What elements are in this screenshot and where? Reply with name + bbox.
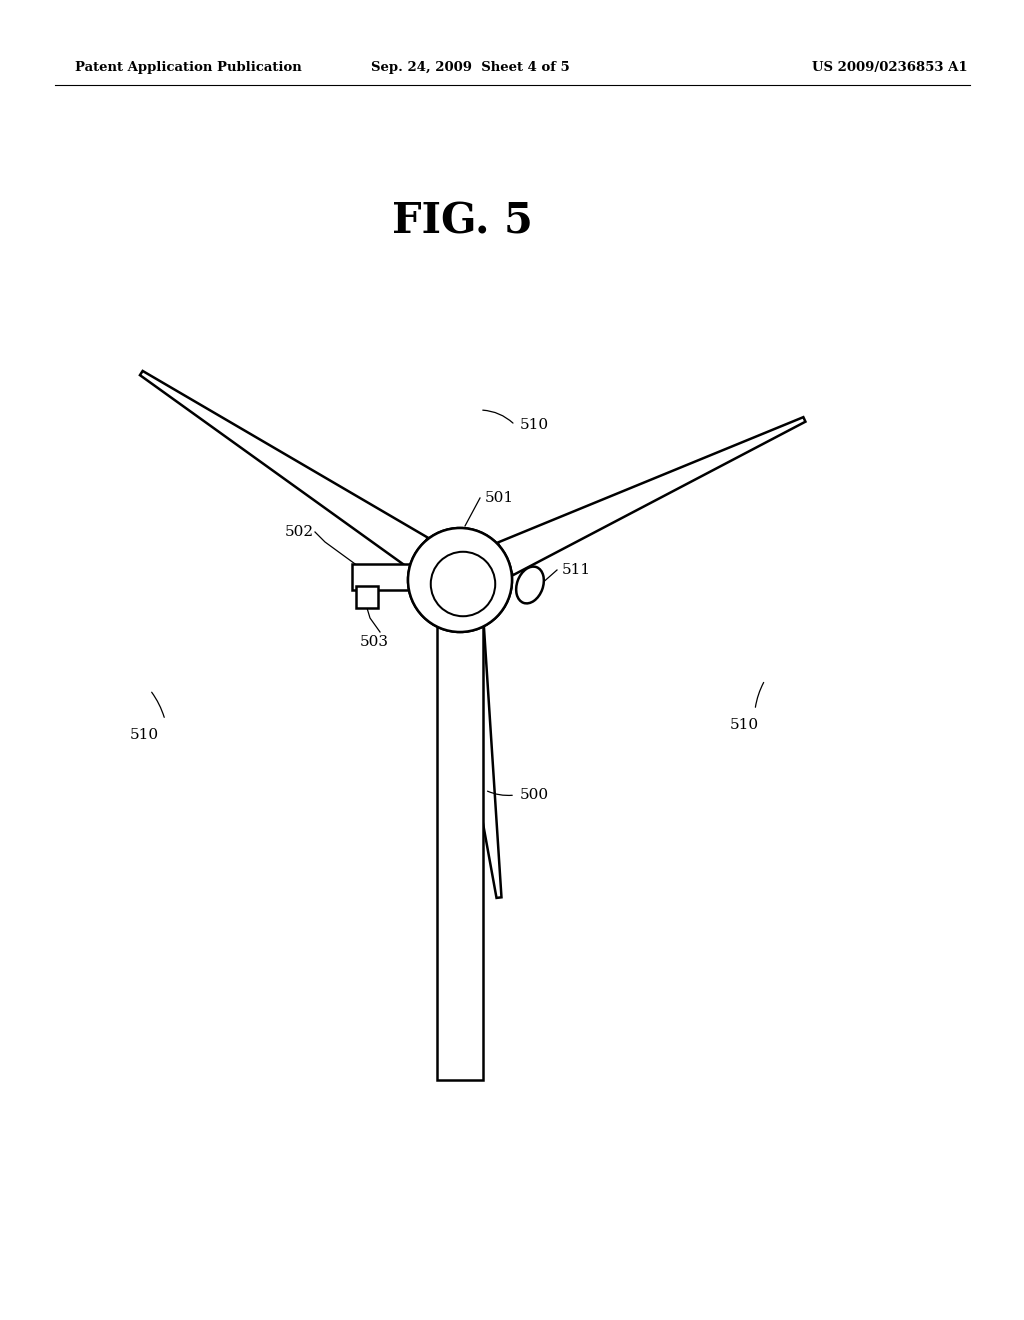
Bar	[352, 564, 412, 590]
Text: 510: 510	[130, 729, 159, 742]
Text: 502: 502	[285, 525, 314, 539]
Circle shape	[431, 552, 496, 616]
Text: 510: 510	[520, 418, 549, 432]
Ellipse shape	[516, 566, 544, 603]
Text: US 2009/0236853 A1: US 2009/0236853 A1	[812, 62, 968, 74]
Circle shape	[431, 552, 496, 616]
Text: FIG. 5: FIG. 5	[391, 201, 532, 243]
Text: 501: 501	[485, 491, 514, 506]
Polygon shape	[498, 417, 806, 576]
Text: 500: 500	[520, 788, 549, 803]
Polygon shape	[140, 371, 428, 568]
Text: 511: 511	[562, 564, 591, 577]
Circle shape	[408, 528, 512, 632]
Polygon shape	[449, 627, 502, 898]
Text: Sep. 24, 2009  Sheet 4 of 5: Sep. 24, 2009 Sheet 4 of 5	[371, 62, 569, 74]
Text: 503: 503	[360, 635, 389, 649]
Polygon shape	[437, 610, 483, 1080]
Bar	[356, 586, 378, 609]
Circle shape	[408, 528, 512, 632]
Text: 510: 510	[730, 718, 759, 733]
Text: Patent Application Publication: Patent Application Publication	[75, 62, 302, 74]
